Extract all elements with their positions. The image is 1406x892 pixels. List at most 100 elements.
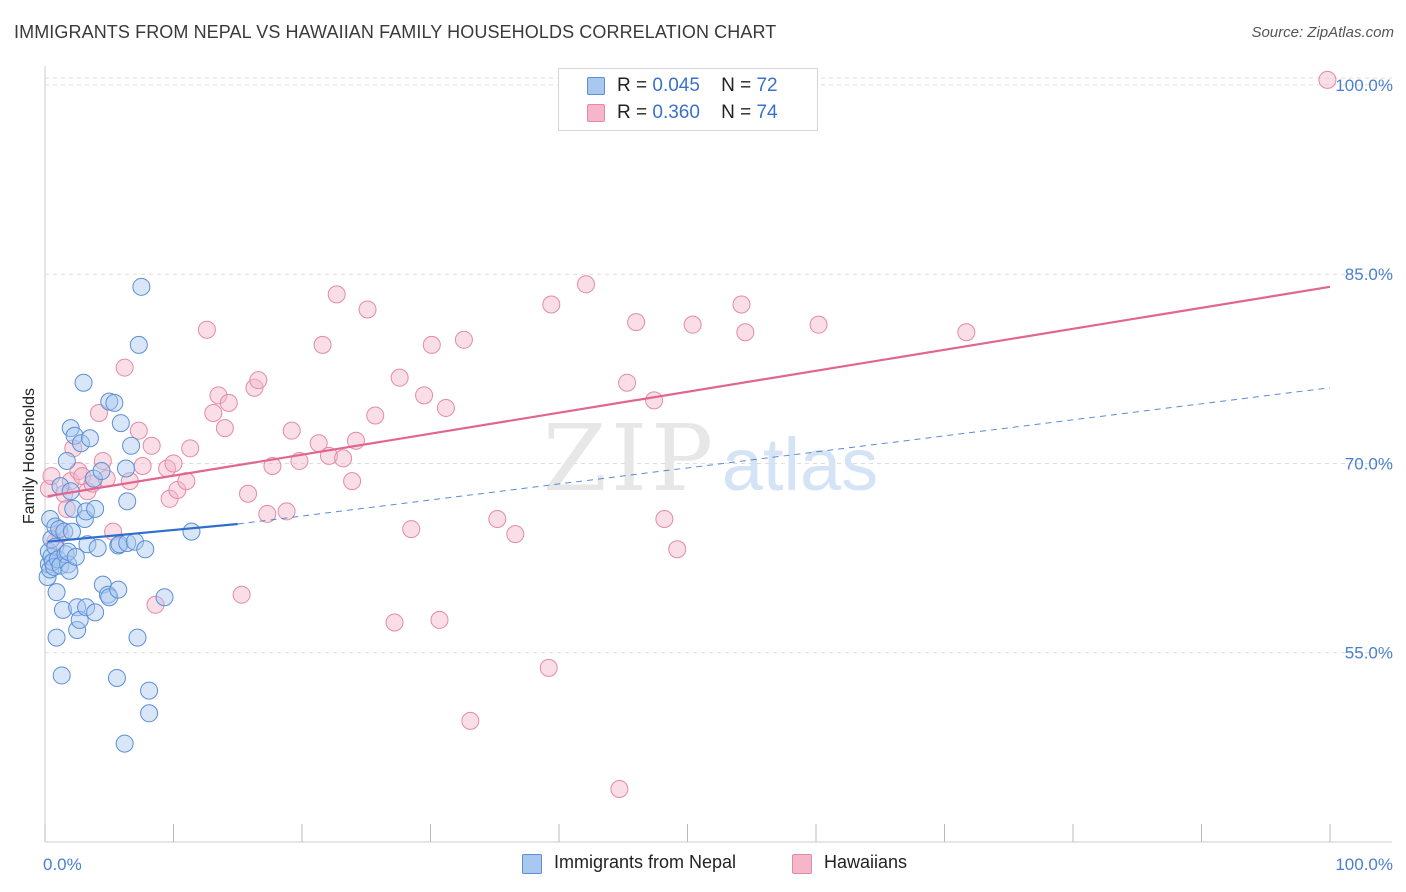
hawaiians-n-value: 74 [756, 102, 778, 123]
nepal-point [52, 666, 71, 685]
nepal-point [100, 588, 119, 607]
hawaiians-point [1318, 70, 1337, 89]
watermark-zip: ZIP [543, 405, 717, 512]
nepal-point [88, 539, 107, 558]
hawaiians-point [146, 595, 165, 614]
nepal-point [136, 540, 155, 559]
nepal-point [182, 522, 201, 541]
hawaiians-point [343, 472, 362, 491]
nepal-point [77, 598, 96, 617]
chart-source: Source: ZipAtlas.com [1251, 24, 1394, 41]
x-tick-label-max: 100.0% [1335, 855, 1393, 874]
hawaiians-point [42, 467, 61, 486]
hawaiians-point [576, 275, 595, 294]
nepal-point [65, 426, 84, 445]
watermark: ZIP atlas [543, 405, 878, 512]
nepal-r-value: 0.045 [652, 75, 700, 96]
bottom-hawaiians-label: Hawaiians [824, 852, 908, 872]
hawaiians-point [454, 330, 473, 349]
hawaiians-point [422, 335, 441, 354]
bottom-nepal-label: Immigrants from Nepal [554, 852, 737, 872]
hawaiians-point [415, 386, 434, 405]
hawaiians-point [732, 295, 751, 314]
y-tick-label: 100.0% [1335, 76, 1393, 95]
nepal-point [155, 588, 174, 607]
hawaiians-points [39, 70, 1337, 799]
hawaiians-point [249, 371, 268, 390]
axis-labels: 55.0% 70.0% 85.0% 100.0% 0.0% 100.0% Family Ho… [21, 76, 1393, 874]
hawaiians-point [618, 373, 637, 392]
hawaiians-point [627, 313, 646, 332]
legend-row-nepal: R = 0.045 N = 72 [617, 75, 778, 97]
nepal-n-label: N = [721, 75, 752, 96]
hawaiians-point [957, 323, 976, 342]
hawaiians-point [461, 711, 480, 730]
hawaiians-point [209, 386, 228, 405]
nepal-point [109, 580, 128, 599]
nepal-point [115, 734, 134, 753]
correlation-legend: R = 0.045 N = 72 R = 0.360 N = 74 [558, 68, 818, 131]
hawaiians-point [232, 585, 251, 604]
nepal-point [47, 583, 66, 602]
nepal-point [122, 436, 141, 455]
nepal-point [66, 547, 85, 566]
nepal-point [128, 628, 147, 647]
nepal-point [71, 434, 90, 453]
nepal-point [92, 462, 111, 481]
nepal-point [132, 277, 151, 296]
hawaiians-point [542, 295, 561, 314]
hawaiians-point [263, 456, 282, 475]
hawaiians-point [736, 323, 755, 342]
hawaiians-point [358, 300, 377, 319]
nepal-trend-line [47, 522, 238, 543]
hawaiians-n-label: N = [721, 102, 752, 123]
nepal-point [129, 335, 148, 354]
hawaiians-point [430, 610, 449, 629]
hawaiians-point [809, 315, 828, 334]
nepal-trend-dashed [237, 387, 1331, 525]
hawaiians-point [115, 358, 134, 377]
nepal-point [86, 603, 105, 622]
nepal-point [107, 668, 126, 687]
nepal-point [140, 704, 159, 723]
hawaiians-point [181, 439, 200, 458]
y-tick-label: 85.0% [1345, 265, 1393, 284]
hawaiians-point [133, 456, 152, 475]
x-tick-label-min: 0.0% [43, 855, 82, 874]
hawaiians-swatch [587, 104, 605, 122]
nepal-point [140, 681, 159, 700]
hawaiians-point [402, 520, 421, 539]
hawaiians-point [89, 403, 108, 422]
nepal-point [57, 451, 76, 470]
bottom-legend-hawaiians: Hawaiians [792, 852, 908, 874]
nepal-n-value: 72 [756, 75, 778, 96]
nepal-point [78, 535, 97, 554]
hawaiians-point [645, 391, 664, 410]
y-axis-title: Family Households [21, 388, 38, 524]
chart-title: IMMIGRANTS FROM NEPAL VS HAWAIIAN FAMILY… [14, 22, 777, 42]
hawaiians-point [258, 504, 277, 523]
bottom-hawaiians-swatch [792, 854, 812, 874]
hawaiians-point [197, 320, 216, 339]
nepal-r-label: R = [617, 75, 648, 96]
nepal-point [111, 414, 130, 433]
hawaiians-point [655, 509, 674, 528]
hawaiians-point [282, 421, 301, 440]
hawaiians-trend-line [47, 285, 1331, 498]
hawaiians-point [390, 368, 409, 387]
bottom-legend-nepal: Immigrants from Nepal [522, 852, 737, 874]
nepal-point [80, 429, 99, 448]
hawaiians-point [385, 613, 404, 632]
hawaiians-r-label: R = [617, 102, 648, 123]
hawaiians-point [57, 499, 76, 518]
gridlines [45, 77, 1392, 654]
hawaiians-point [366, 406, 385, 425]
hawaiians-point [610, 780, 629, 799]
nepal-point [84, 469, 103, 488]
hawaiians-point [436, 398, 455, 417]
nepal-point [74, 373, 93, 392]
hawaiians-point [334, 449, 353, 468]
nepal-point [51, 556, 70, 575]
nepal-swatch [587, 77, 605, 95]
